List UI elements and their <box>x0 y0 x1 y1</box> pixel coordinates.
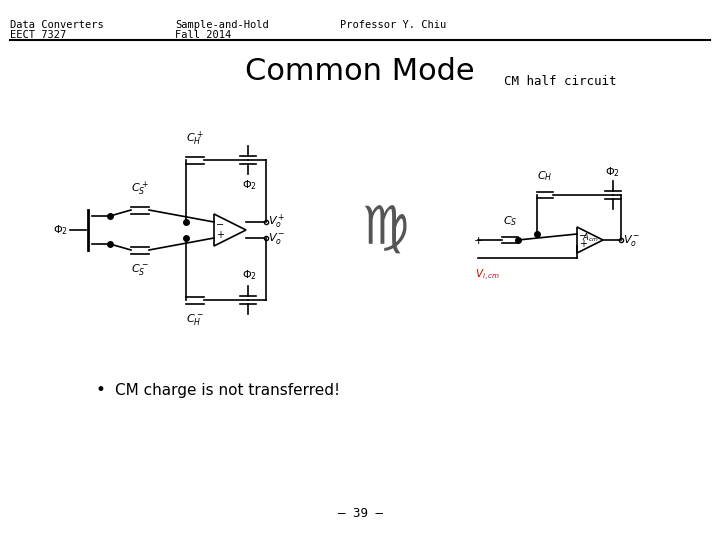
Text: $\Phi_2$: $\Phi_2$ <box>243 178 258 192</box>
Text: Common Mode: Common Mode <box>246 57 474 86</box>
Text: $\Phi_2$: $\Phi_2$ <box>243 268 258 282</box>
Text: Sample-and-Hold: Sample-and-Hold <box>175 20 269 30</box>
Text: Professor Y. Chiu: Professor Y. Chiu <box>340 20 446 30</box>
Text: $A_{cm}$: $A_{cm}$ <box>582 232 598 244</box>
Text: +: + <box>216 231 224 240</box>
Text: $\Phi_2$: $\Phi_2$ <box>53 223 68 237</box>
Text: EECT 7327: EECT 7327 <box>10 30 66 40</box>
Text: $C_S$: $C_S$ <box>503 214 517 228</box>
Text: $V_{i,cm}$: $V_{i,cm}$ <box>475 268 500 283</box>
Text: CM charge is not transferred!: CM charge is not transferred! <box>115 382 340 397</box>
Text: $V_o^+$: $V_o^+$ <box>268 213 286 231</box>
Text: Data Converters: Data Converters <box>10 20 104 30</box>
Text: – 39 –: – 39 – <box>338 507 382 520</box>
Text: $C_H^-$: $C_H^-$ <box>186 312 204 327</box>
Text: +: + <box>579 239 587 249</box>
Text: CM half circuit: CM half circuit <box>504 75 616 88</box>
Text: −: − <box>579 231 587 241</box>
Text: $C_H$: $C_H$ <box>537 169 553 183</box>
Text: $\Phi_2$: $\Phi_2$ <box>606 165 621 179</box>
Text: $C_S^-$: $C_S^-$ <box>131 262 149 277</box>
Text: •: • <box>95 381 105 399</box>
Text: −: − <box>216 220 224 229</box>
Text: $V_o^-$: $V_o^-$ <box>623 233 641 247</box>
Text: Fall 2014: Fall 2014 <box>175 30 231 40</box>
Text: ♍: ♍ <box>361 204 409 256</box>
Text: $C_S^+$: $C_S^+$ <box>131 180 149 198</box>
Text: $V_o^-$: $V_o^-$ <box>268 231 286 246</box>
Text: $C_H^+$: $C_H^+$ <box>186 130 204 148</box>
Text: $+$: $+$ <box>473 234 483 246</box>
